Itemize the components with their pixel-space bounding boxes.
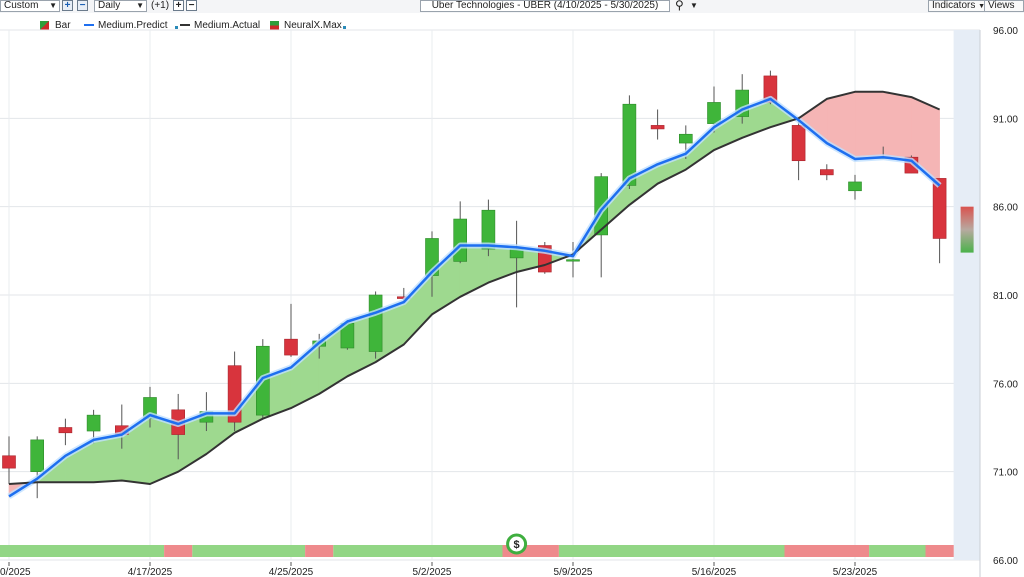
forecast-band bbox=[953, 30, 980, 560]
y-tick-label: 86.00 bbox=[993, 203, 1018, 214]
fill-segment bbox=[854, 91, 884, 160]
candle-body bbox=[284, 338, 298, 356]
y-tick-label: 76.00 bbox=[993, 379, 1018, 390]
candle-body bbox=[86, 414, 101, 432]
signal-strip-segment bbox=[333, 545, 503, 557]
toolbar: Custom ▼ + − Daily ▼ (+1) + − Uber Techn… bbox=[0, 0, 1024, 13]
candle-body bbox=[932, 178, 947, 239]
y-axis: 96.00 91.00 86.00 81.00 76.00 71.00 66.00 bbox=[979, 26, 1018, 577]
indicators-button-label: Indicators bbox=[932, 0, 976, 11]
candle-body bbox=[481, 209, 496, 250]
x-tick-label: 5/9/2025 bbox=[554, 567, 593, 577]
search-icon[interactable]: ⚲ bbox=[675, 0, 684, 12]
settings-dot-icon[interactable] bbox=[175, 26, 178, 29]
legend-label: Medium.Predict bbox=[98, 20, 168, 31]
candle-body bbox=[30, 439, 45, 472]
x-tick-label: 0/2025 bbox=[0, 567, 31, 577]
legend-label: Medium.Actual bbox=[194, 20, 261, 31]
candle-body bbox=[707, 102, 721, 124]
candle-body bbox=[58, 427, 73, 434]
fill-segment bbox=[882, 91, 912, 162]
indicator-lines bbox=[7, 90, 942, 499]
range-select-value: Custom bbox=[4, 0, 39, 11]
signal-strip-segment bbox=[305, 545, 334, 557]
candle-body bbox=[453, 218, 468, 262]
chevron-down-icon: ▼ bbox=[978, 3, 986, 10]
neuralx-legend-icon bbox=[270, 21, 279, 30]
signal-strip-segment bbox=[784, 545, 870, 557]
interval-select-value: Daily bbox=[98, 0, 121, 11]
candle-body bbox=[650, 125, 665, 130]
chevron-down-icon: ▼ bbox=[136, 1, 144, 10]
offset-label: (+1) bbox=[151, 0, 170, 11]
neuralx-forecast bbox=[960, 206, 974, 253]
y-tick-label: 71.00 bbox=[993, 468, 1018, 479]
candle-body bbox=[622, 103, 637, 186]
signal-strip-segment bbox=[192, 545, 306, 557]
signal-strip-segment bbox=[0, 545, 165, 557]
bar-legend-icon bbox=[40, 21, 49, 30]
signal-strip-segment bbox=[869, 545, 926, 557]
search-dropdown-chevron-icon[interactable]: ▼ bbox=[690, 1, 698, 10]
candle-body bbox=[819, 169, 834, 176]
x-axis: 0/2025 4/17/2025 4/25/2025 5/2/2025 5/9/2025… bbox=[0, 562, 878, 577]
zoom-out-button[interactable]: − bbox=[77, 0, 88, 11]
candle-body bbox=[2, 455, 16, 469]
candles bbox=[2, 70, 947, 499]
line-legend-icon bbox=[84, 24, 94, 26]
dividend-marker-icon bbox=[506, 533, 528, 555]
dividend-marker-label: $ bbox=[514, 539, 520, 551]
signal-strip: $ bbox=[0, 533, 954, 557]
legend-label: NeuralX.Max bbox=[284, 20, 342, 31]
range-select[interactable]: Custom ▼ bbox=[0, 0, 60, 12]
chart-title: Uber Technologies - UBER (4/10/2025 - 5/… bbox=[431, 0, 659, 11]
signal-strip-segment bbox=[925, 545, 954, 557]
candle-body bbox=[368, 294, 383, 352]
signal-strip-segment bbox=[164, 545, 193, 557]
chevron-down-icon: ▼ bbox=[49, 1, 57, 10]
medium-actual-line bbox=[8, 90, 941, 485]
x-tick-label: 4/25/2025 bbox=[269, 567, 314, 577]
y-tick-label: 66.00 bbox=[993, 556, 1018, 567]
neuralx-max-forecast-bar bbox=[960, 206, 974, 253]
settings-dot-icon[interactable] bbox=[343, 26, 346, 29]
candle-body bbox=[678, 133, 693, 144]
x-tick-label: 4/17/2025 bbox=[128, 567, 173, 577]
x-tick-label: 5/16/2025 bbox=[692, 567, 737, 577]
x-tick-label: 5/2/2025 bbox=[413, 567, 452, 577]
y-tick-label: 91.00 bbox=[993, 114, 1018, 125]
y-tick-label: 96.00 bbox=[993, 26, 1018, 37]
medium-predict-line bbox=[8, 97, 941, 498]
zoom-in-button[interactable]: + bbox=[62, 0, 73, 11]
offset-decrease-button[interactable]: − bbox=[186, 0, 197, 11]
indicators-button[interactable]: Indicators ▼ bbox=[928, 0, 990, 12]
line-legend-icon bbox=[180, 24, 190, 26]
views-button-label: Views bbox=[988, 0, 1015, 11]
candle-body bbox=[848, 181, 862, 192]
symbol-title[interactable]: Uber Technologies - UBER (4/10/2025 - 5/… bbox=[420, 0, 670, 12]
x-tick-label: 5/23/2025 bbox=[833, 567, 878, 577]
candle-body bbox=[566, 259, 580, 262]
signal-strip-segment bbox=[558, 545, 785, 557]
y-tick-label: 81.00 bbox=[993, 291, 1018, 302]
legend-label: Bar bbox=[55, 20, 71, 31]
candle-body bbox=[791, 125, 806, 162]
interval-select[interactable]: Daily ▼ bbox=[94, 0, 147, 12]
offset-increase-button[interactable]: + bbox=[173, 0, 184, 11]
